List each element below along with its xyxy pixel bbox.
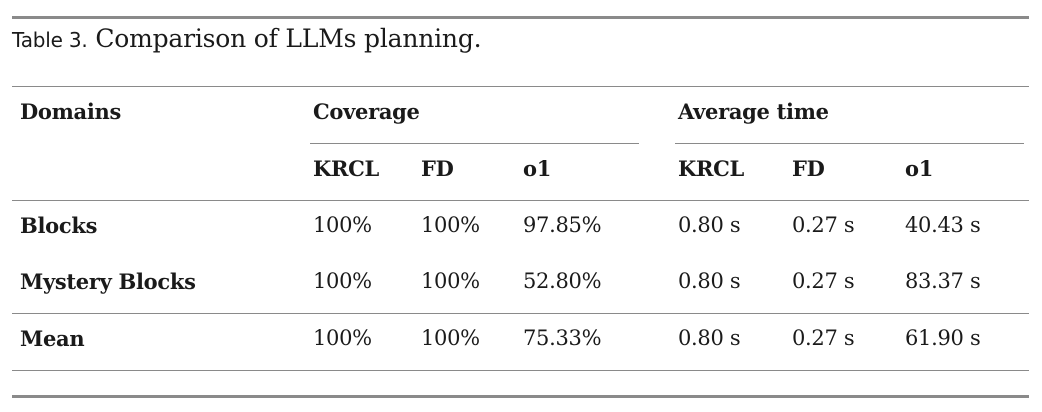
table-caption-text: Comparison of LLMs planning. (95, 24, 482, 53)
table-bottom-rule (12, 370, 1029, 371)
row-domain-mean: Mean (20, 326, 85, 351)
subheader-time-o1: o1 (905, 156, 934, 181)
table-footer-rule (12, 395, 1029, 398)
subheader-coverage-fd: FD (421, 156, 454, 181)
header-top-rule (12, 86, 1029, 87)
table-caption-label: Table 3. (12, 28, 88, 52)
header-bottom-rule (12, 200, 1029, 201)
cell-time-o1: 40.43 s (905, 213, 981, 237)
table-caption: Table 3. Comparison of LLMs planning. (12, 24, 482, 53)
header-average-time: Average time (678, 99, 829, 124)
row-domain-blocks: Blocks (20, 213, 98, 238)
row-separator-rule (12, 313, 1029, 314)
header-domains: Domains (20, 99, 122, 124)
cell-coverage-fd: 100% (421, 326, 480, 350)
row-domain-mystery-blocks: Mystery Blocks (20, 269, 196, 294)
subheader-time-krcl: KRCL (678, 156, 744, 181)
cell-time-fd: 0.27 s (792, 213, 855, 237)
cell-time-fd: 0.27 s (792, 269, 855, 293)
cell-time-krcl: 0.80 s (678, 213, 741, 237)
subheader-time-fd: FD (792, 156, 825, 181)
cell-coverage-o1: 97.85% (523, 213, 602, 237)
cell-coverage-o1: 75.33% (523, 326, 602, 350)
average-time-group-rule (675, 143, 1024, 144)
cell-coverage-o1: 52.80% (523, 269, 602, 293)
table-top-rule (12, 16, 1029, 19)
cell-coverage-fd: 100% (421, 213, 480, 237)
cell-coverage-fd: 100% (421, 269, 480, 293)
cell-time-krcl: 0.80 s (678, 269, 741, 293)
cell-coverage-krcl: 100% (313, 213, 372, 237)
cell-time-fd: 0.27 s (792, 326, 855, 350)
cell-coverage-krcl: 100% (313, 326, 372, 350)
header-coverage: Coverage (313, 99, 420, 124)
cell-time-krcl: 0.80 s (678, 326, 741, 350)
coverage-group-rule (310, 143, 639, 144)
subheader-coverage-o1: o1 (523, 156, 552, 181)
cell-time-o1: 61.90 s (905, 326, 981, 350)
subheader-coverage-krcl: KRCL (313, 156, 379, 181)
cell-coverage-krcl: 100% (313, 269, 372, 293)
cell-time-o1: 83.37 s (905, 269, 981, 293)
